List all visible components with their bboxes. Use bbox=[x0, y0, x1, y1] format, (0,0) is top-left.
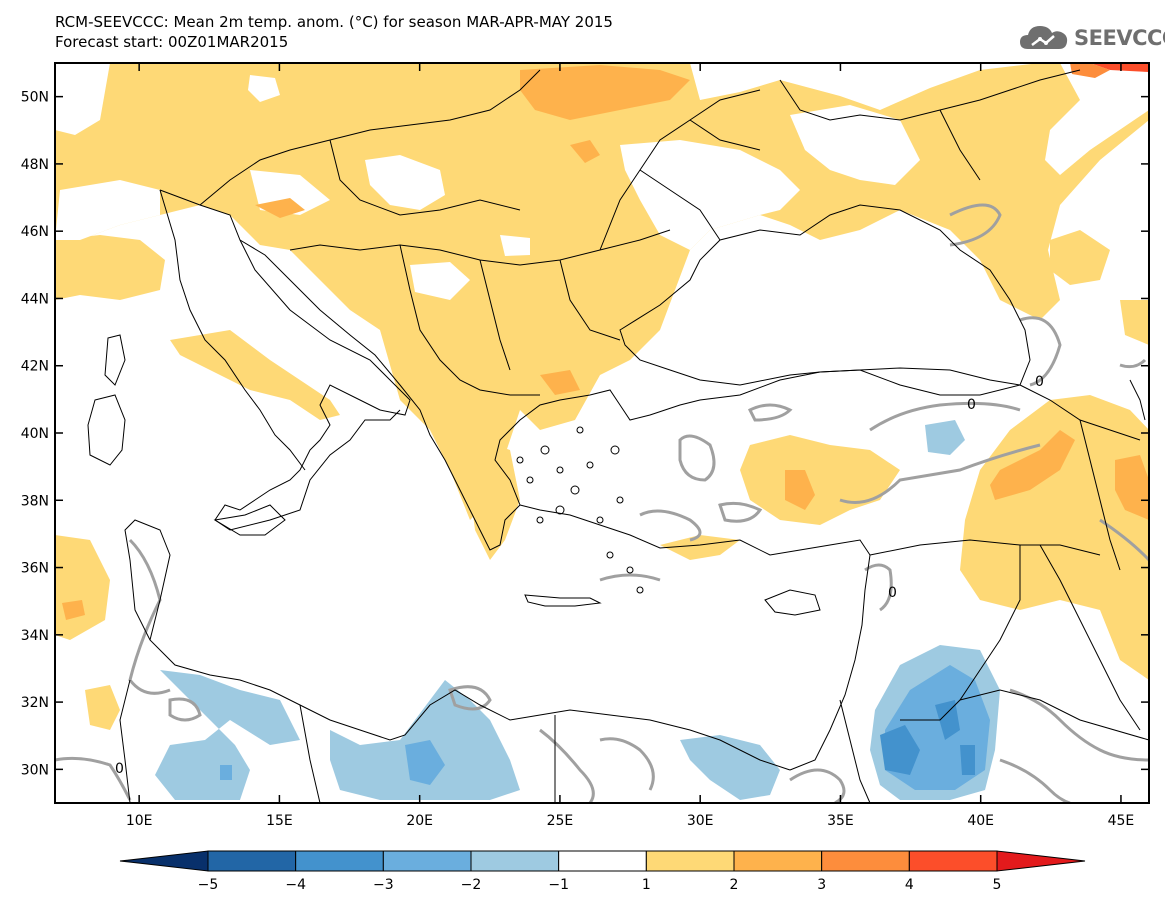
colorbar-label: −3 bbox=[373, 877, 394, 893]
logo-text: SEEVCCC bbox=[1074, 26, 1165, 50]
anomaly-area-turkey-spot bbox=[785, 470, 815, 510]
coastlines-and-borders bbox=[87, 69, 1149, 803]
lat-tick-label: 30N bbox=[21, 762, 49, 778]
warm-anomaly-regions-strong bbox=[62, 65, 1149, 620]
lon-tick-label: 40E bbox=[967, 813, 994, 829]
lat-tick-label: 48N bbox=[21, 157, 49, 173]
anomaly-area-caucasus-north bbox=[1050, 230, 1110, 285]
colorbar-legend: −5 −4 −3 −2 −1 1 2 3 4 5 bbox=[119, 850, 1086, 893]
anomaly-area-africa-spot bbox=[62, 600, 85, 620]
lat-tick-label: 36N bbox=[21, 561, 49, 577]
colorbar-segment bbox=[908, 850, 998, 872]
neutral-area bbox=[500, 235, 530, 256]
colorbar-label: 1 bbox=[642, 877, 651, 893]
colorbar-label: −5 bbox=[198, 877, 219, 893]
anomaly-area-libya-west bbox=[85, 685, 120, 730]
anomaly-area-jordan-5 bbox=[960, 745, 975, 775]
seevccc-logo: SEEVCCC bbox=[1018, 22, 1165, 54]
axis-ticks: 30N 32N 34N 36N 38N 40N 42N 44N 46N 48N 50N 10E 15E 2… bbox=[21, 63, 1149, 829]
anomaly-area-greece bbox=[470, 440, 520, 560]
colorbar-min-arrow bbox=[119, 850, 209, 872]
colorbar-segment bbox=[470, 850, 560, 872]
anomaly-area-austria bbox=[255, 198, 305, 218]
colorbar-label: −2 bbox=[461, 877, 482, 893]
neutral-area bbox=[1045, 63, 1149, 175]
lon-tick-label: 20E bbox=[406, 813, 433, 829]
colorbar-label: 5 bbox=[993, 877, 1002, 893]
lon-tick-label: 35E bbox=[827, 813, 854, 829]
anomaly-area-east bbox=[960, 395, 1149, 680]
colorbar-segment bbox=[733, 850, 823, 872]
colorbar-segment bbox=[207, 850, 297, 872]
colorbar-label: 4 bbox=[905, 877, 914, 893]
lon-tick-label: 25E bbox=[547, 813, 574, 829]
neutral-area bbox=[248, 75, 280, 102]
colorbar-label: 2 bbox=[730, 877, 739, 893]
zero-contours bbox=[55, 203, 1149, 803]
contour-label: 0 bbox=[1035, 374, 1044, 390]
colorbar-segment bbox=[382, 850, 472, 872]
anomaly-area-ukraine-west bbox=[520, 65, 690, 120]
colorbar-segment bbox=[821, 850, 910, 872]
lon-tick-label: 45E bbox=[1108, 813, 1135, 829]
contour-label: 0 bbox=[888, 585, 897, 601]
aegean-islands bbox=[516, 426, 644, 594]
anomaly-area-libya-coast bbox=[155, 670, 300, 800]
neutral-holes bbox=[55, 63, 1149, 300]
colorbar-segment bbox=[558, 850, 647, 872]
anomaly-area-jordan-3 bbox=[880, 725, 920, 775]
neutral-area bbox=[55, 63, 110, 135]
anomaly-area-bulgaria bbox=[540, 370, 580, 395]
anomaly-area-east-2 bbox=[1115, 455, 1149, 520]
anomaly-area-turkey-south bbox=[660, 535, 740, 560]
contour-label: 0 bbox=[115, 761, 124, 777]
anomaly-area-jordan-4 bbox=[935, 700, 960, 740]
neutral-area bbox=[365, 155, 445, 210]
colorbar-label: −4 bbox=[285, 877, 306, 893]
lat-tick-label: 44N bbox=[21, 291, 49, 307]
lon-tick-label: 15E bbox=[266, 813, 293, 829]
anomaly-area-egypt bbox=[680, 735, 780, 800]
anomaly-area-east-1 bbox=[990, 430, 1075, 500]
lat-tick-label: 38N bbox=[21, 493, 49, 509]
colorbar-segment bbox=[645, 850, 735, 872]
lat-tick-label: 42N bbox=[21, 359, 49, 375]
colorbar-label: 3 bbox=[817, 877, 826, 893]
lat-tick-label: 46N bbox=[21, 224, 49, 240]
neutral-area bbox=[410, 262, 470, 300]
anomaly-area-libya-blue bbox=[405, 740, 445, 785]
lon-tick-label: 10E bbox=[126, 813, 153, 829]
anomaly-area-caucasus bbox=[1120, 300, 1149, 345]
neutral-area bbox=[620, 140, 800, 250]
map-title: RCM-SEEVCCC: Mean 2m temp. anom. (°C) fo… bbox=[55, 13, 613, 31]
anomaly-area-nw-corner bbox=[1090, 63, 1149, 72]
contour-label: 0 bbox=[967, 397, 976, 413]
anomaly-area-turkey-east bbox=[925, 420, 965, 455]
cloud-icon bbox=[1020, 26, 1068, 49]
forecast-start-label: Forecast start: 00Z01MAR2015 bbox=[55, 33, 289, 51]
lat-tick-label: 34N bbox=[21, 628, 49, 644]
colorbar-max-arrow bbox=[996, 850, 1086, 872]
anomaly-area-libya-blue-2 bbox=[220, 765, 232, 780]
cold-anomaly-regions-strong bbox=[220, 665, 990, 790]
map-field bbox=[55, 63, 1149, 803]
neutral-area bbox=[55, 180, 160, 240]
lat-tick-label: 32N bbox=[21, 695, 49, 711]
neutral-area bbox=[790, 105, 920, 185]
lon-tick-label: 30E bbox=[687, 813, 714, 829]
anomaly-area-italy bbox=[170, 330, 340, 420]
anomaly-area-nw-corner-2 bbox=[1070, 63, 1110, 78]
colorbar-segment bbox=[295, 850, 384, 872]
anomaly-area-romania-n bbox=[570, 140, 600, 163]
anomaly-area-italy-north bbox=[55, 235, 165, 300]
lat-tick-label: 50N bbox=[21, 90, 49, 106]
colorbar-label: −1 bbox=[548, 877, 569, 893]
lat-tick-label: 40N bbox=[21, 426, 49, 442]
